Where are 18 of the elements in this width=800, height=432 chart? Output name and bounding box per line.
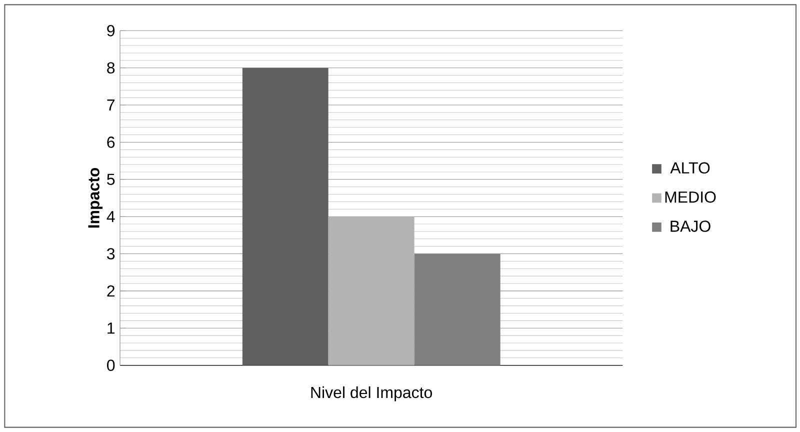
y-tick-label: 3 (107, 248, 115, 260)
y-tick-label: 9 (107, 25, 115, 36)
legend-label: ALTO (670, 162, 710, 174)
x-tick-label: Nivel del Impacto (311, 386, 432, 402)
y-tick-label: 4 (106, 211, 115, 222)
legend-label: BAJO (670, 220, 710, 232)
bar (242, 68, 328, 366)
y-tick-label: 1 (108, 322, 115, 334)
y-tick-label: 2 (107, 285, 114, 297)
legend-label: MEDIO (665, 191, 716, 203)
y-tick-label: 8 (107, 62, 115, 74)
y-tick-label: 7 (107, 100, 114, 111)
bar (414, 254, 500, 366)
y-tick-label: 6 (107, 136, 115, 148)
bar (328, 216, 414, 366)
y-axis-title: Impacto (88, 168, 103, 228)
y-tick-label: 5 (107, 174, 115, 185)
y-tick-label: 0 (107, 360, 115, 371)
